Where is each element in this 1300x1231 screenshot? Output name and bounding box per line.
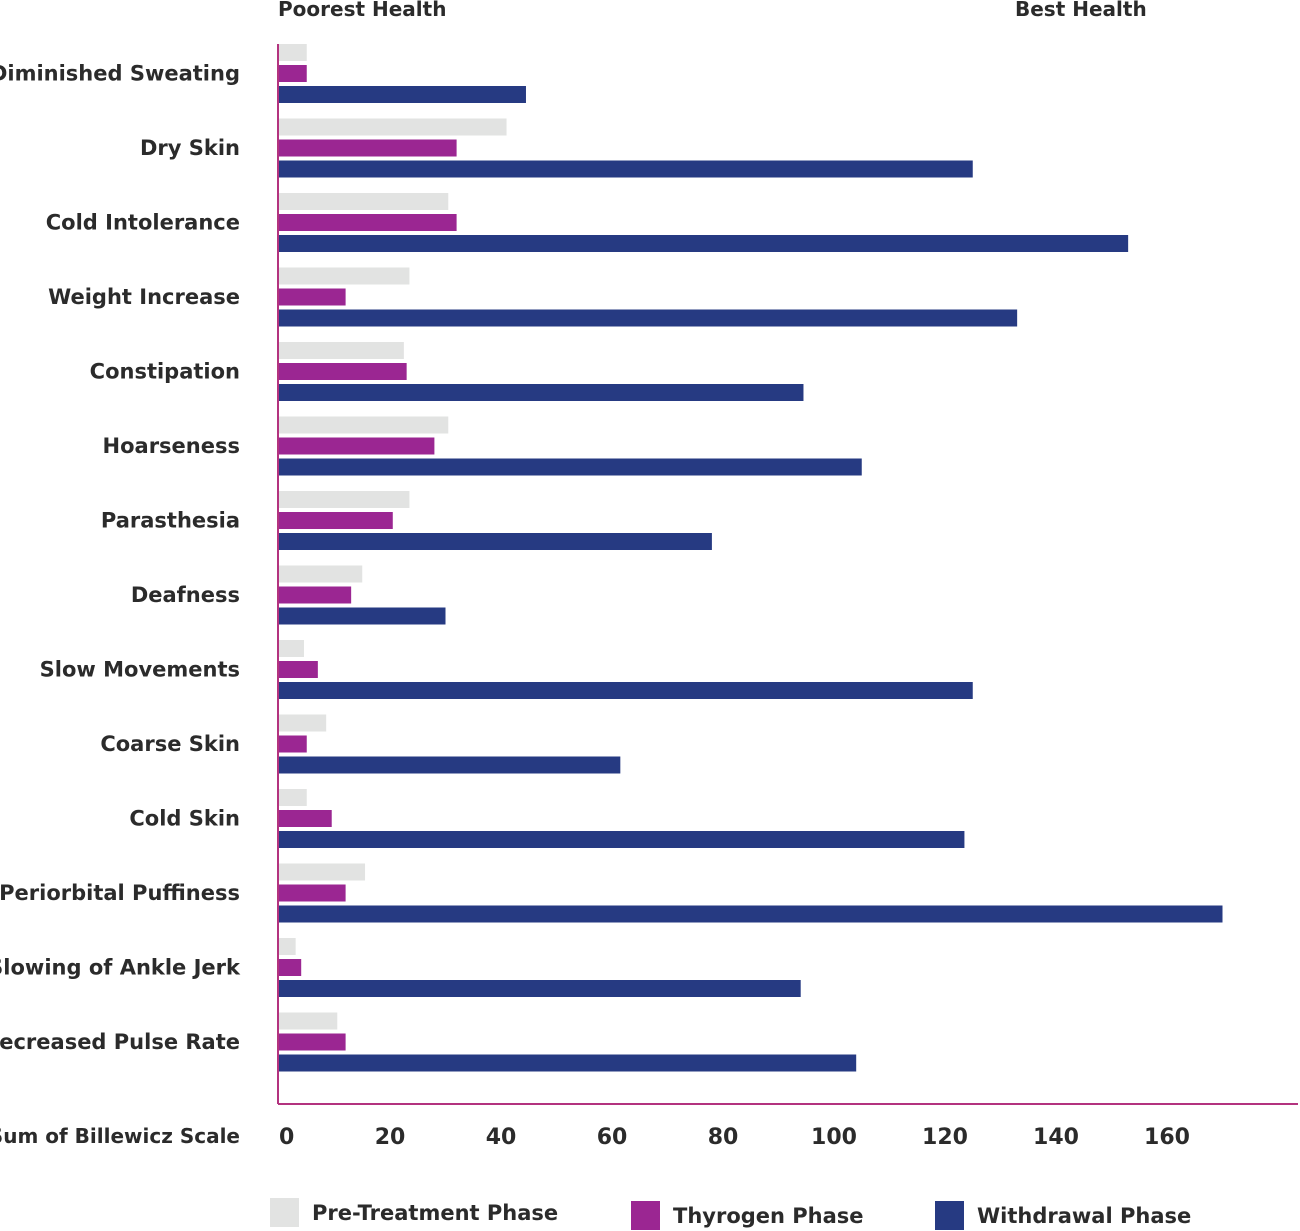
bar-slowing-of-ankle-jerk-pre-treatment-phase xyxy=(279,938,296,955)
bar-coarse-skin-thyrogen-phase xyxy=(279,735,307,753)
category-label-constipation: Constipation xyxy=(90,360,240,384)
category-label-dry-skin: Dry Skin xyxy=(140,136,240,160)
bar-periorbital-puffiness-withdrawal-phase xyxy=(279,905,1223,923)
bar-decreased-pulse-rate-thyrogen-phase xyxy=(279,1033,346,1051)
bar-decreased-pulse-rate-pre-treatment-phase xyxy=(279,1012,338,1030)
legend-swatch-thyrogen-phase xyxy=(631,1201,660,1230)
bar-decreased-pulse-rate-withdrawal-phase xyxy=(279,1054,857,1072)
x-tick-label-100: 100 xyxy=(811,1125,857,1150)
x-tick-label-140: 140 xyxy=(1033,1125,1079,1150)
x-tick-label-60: 60 xyxy=(597,1125,628,1150)
legend-label-withdrawal-phase: Withdrawal Phase xyxy=(977,1204,1191,1228)
category-label-slowing-of-ankle-jerk: Slowing of Ankle Jerk xyxy=(0,956,241,980)
bar-cold-intolerance-withdrawal-phase xyxy=(279,235,1129,252)
category-label-deafness: Deafness xyxy=(131,583,240,607)
x-tick-label-80: 80 xyxy=(708,1125,739,1150)
category-label-cold-intolerance: Cold Intolerance xyxy=(46,211,240,235)
category-label-decreased-pulse-rate: Decreased Pulse Rate xyxy=(0,1030,240,1054)
bar-deafness-pre-treatment-phase xyxy=(279,565,363,583)
category-label-parasthesia: Parasthesia xyxy=(101,509,240,533)
x-tick-label-120: 120 xyxy=(922,1125,968,1150)
annotation-poorest-health: Poorest Health xyxy=(278,0,446,21)
legend: Pre-Treatment Phase Thyrogen Phase Withdra… xyxy=(270,1198,1191,1230)
bar-cold-intolerance-thyrogen-phase xyxy=(279,214,457,231)
bar-cold-skin-thyrogen-phase xyxy=(279,810,332,827)
bar-diminished-sweating-pre-treatment-phase xyxy=(279,44,307,61)
bar-dry-skin-pre-treatment-phase xyxy=(279,118,507,136)
bar-slowing-of-ankle-jerk-thyrogen-phase xyxy=(279,959,302,976)
bar-slow-movements-pre-treatment-phase xyxy=(279,640,304,657)
bar-diminished-sweating-withdrawal-phase xyxy=(279,86,526,103)
bar-deafness-thyrogen-phase xyxy=(279,586,352,604)
bar-hoarseness-thyrogen-phase xyxy=(279,437,435,455)
x-tick-label-20: 20 xyxy=(375,1125,406,1150)
bar-diminished-sweating-thyrogen-phase xyxy=(279,65,307,82)
bar-deafness-withdrawal-phase xyxy=(279,607,446,625)
bar-hoarseness-pre-treatment-phase xyxy=(279,416,449,434)
bar-dry-skin-thyrogen-phase xyxy=(279,139,457,157)
bar-cold-skin-pre-treatment-phase xyxy=(279,789,307,806)
bar-periorbital-puffiness-pre-treatment-phase xyxy=(279,863,366,881)
bar-weight-increase-pre-treatment-phase xyxy=(279,267,410,285)
legend-label-pre-treatment-phase: Pre-Treatment Phase xyxy=(312,1201,558,1225)
x-tick-label-40: 40 xyxy=(486,1125,517,1150)
bar-coarse-skin-withdrawal-phase xyxy=(279,756,621,774)
bar-hoarseness-withdrawal-phase xyxy=(279,458,862,476)
bar-parasthesia-pre-treatment-phase xyxy=(279,491,410,508)
bar-cold-skin-withdrawal-phase xyxy=(279,831,965,848)
x-axis-title: Sum of Billewicz Scale xyxy=(0,1124,240,1148)
legend-label-thyrogen-phase: Thyrogen Phase xyxy=(673,1204,864,1228)
category-label-cold-skin: Cold Skin xyxy=(129,807,240,831)
bar-weight-increase-thyrogen-phase xyxy=(279,288,346,306)
x-tick-label-160: 160 xyxy=(1144,1125,1190,1150)
category-label-hoarseness: Hoarseness xyxy=(103,434,240,458)
bar-cold-intolerance-pre-treatment-phase xyxy=(279,193,449,210)
bar-parasthesia-withdrawal-phase xyxy=(279,533,712,550)
bar-parasthesia-thyrogen-phase xyxy=(279,512,393,529)
bar-constipation-thyrogen-phase xyxy=(279,363,407,380)
category-label-diminished-sweating: Diminished Sweating xyxy=(0,62,240,86)
bar-coarse-skin-pre-treatment-phase xyxy=(279,714,327,732)
x-tick-label-0: 0 xyxy=(279,1125,294,1150)
legend-swatch-pre-treatment-phase xyxy=(270,1198,299,1227)
bar-constipation-pre-treatment-phase xyxy=(279,342,404,359)
bar-periorbital-puffiness-thyrogen-phase xyxy=(279,884,346,902)
bar-dry-skin-withdrawal-phase xyxy=(279,160,973,178)
bar-slow-movements-withdrawal-phase xyxy=(279,682,973,699)
annotation-best-health: Best Health xyxy=(1015,0,1147,21)
category-label-coarse-skin: Coarse Skin xyxy=(100,732,240,756)
bar-slow-movements-thyrogen-phase xyxy=(279,661,318,678)
bar-constipation-withdrawal-phase xyxy=(279,384,804,401)
category-label-slow-movements: Slow Movements xyxy=(40,658,240,682)
legend-swatch-withdrawal-phase xyxy=(935,1201,964,1230)
category-labels: Diminished Sweating Dry Skin Cold Intolera… xyxy=(0,62,241,1055)
bars-group xyxy=(279,44,1223,1072)
category-label-periorbital-puffiness: Periorbital Puffiness xyxy=(0,881,240,905)
category-label-weight-increase: Weight Increase xyxy=(48,285,240,309)
x-tick-labels: 0 20 40 60 80 100 120 140 160 xyxy=(279,1125,1190,1150)
bar-weight-increase-withdrawal-phase xyxy=(279,309,1018,327)
bar-slowing-of-ankle-jerk-withdrawal-phase xyxy=(279,980,801,997)
